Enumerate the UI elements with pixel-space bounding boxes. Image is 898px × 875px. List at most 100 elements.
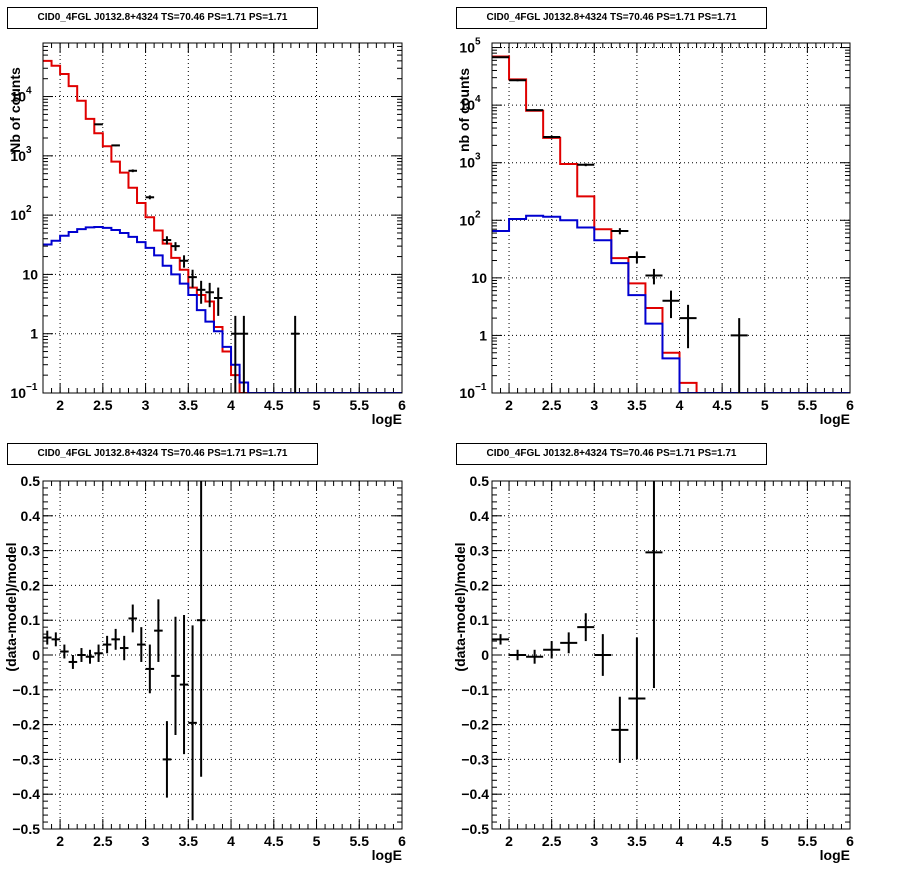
data-point — [231, 315, 240, 393]
data-point — [645, 481, 663, 689]
y-tick-label: −0.3 — [12, 751, 40, 767]
y-tick-label: 10 — [10, 148, 26, 164]
residual-chart-svg: 2 2.5 3 3.5 4 4.5 5 5.5 6 −0.5 −0.4 −0.3 −0.2 −0.1 0 0.… — [452, 473, 854, 863]
plot-frame — [491, 42, 851, 394]
data-point — [171, 616, 180, 736]
x-tick-label: 2 — [56, 397, 64, 413]
data-point — [128, 169, 138, 173]
data-point — [51, 632, 61, 647]
y-tick-label: −0.2 — [12, 717, 40, 733]
data-point — [492, 56, 510, 59]
data-point — [526, 649, 544, 664]
y-tick-label: 0.1 — [21, 612, 41, 628]
model-total-series — [43, 59, 249, 393]
data-point — [492, 634, 510, 645]
data-point — [628, 637, 646, 760]
y-tick-label: 0.3 — [21, 543, 41, 559]
data-point — [85, 649, 95, 664]
data-point — [509, 79, 527, 82]
y-axis-label: (data-model)/model — [452, 542, 468, 671]
x-axis-label: logE — [820, 411, 850, 427]
data-point — [162, 721, 172, 798]
y-tick-label: 10 — [471, 270, 487, 286]
y-tick-label: 10 — [10, 207, 26, 223]
x-tick-label: 4.5 — [712, 397, 732, 413]
y-tick-label: 1 — [30, 326, 38, 342]
residual-plot-bottom-right: 2 2.5 3 3.5 4 4.5 5 5.5 6 −0.5 −0.4 −0.3 −0.2 −0.1 0 0.… — [449, 437, 898, 874]
x-tick-label: 5.5 — [798, 833, 818, 849]
y-tick-label: 0.2 — [21, 577, 41, 593]
x-tick-label: 4 — [676, 833, 684, 849]
y-tick-label: 0.1 — [470, 612, 490, 628]
plot-frame — [42, 42, 403, 394]
y-tick-exponent: −1 — [26, 382, 38, 393]
data-point — [205, 282, 214, 308]
data-point — [171, 242, 180, 251]
x-tick-label: 4 — [227, 833, 235, 849]
data-point — [111, 144, 120, 147]
y-tick-label: −0.5 — [12, 821, 40, 837]
data-point — [188, 269, 197, 288]
y-tick-label: 0.3 — [470, 543, 490, 559]
plot-title: CID0_4FGL J0132.8+4324 TS=70.46 PS=1.71 … — [7, 443, 318, 465]
y-axis-label: (data-model)/model — [3, 542, 19, 671]
y-tick-label: 0.5 — [21, 473, 41, 489]
data-point — [162, 236, 172, 245]
x-tick-label: 2.5 — [93, 833, 113, 849]
y-tick-label: −0.4 — [461, 786, 489, 802]
data-point — [145, 644, 155, 694]
data-point — [94, 123, 103, 126]
y-tick-label: −0.1 — [12, 682, 40, 698]
x-tick-label: 5 — [313, 397, 321, 413]
x-tick-label: 5 — [761, 397, 769, 413]
residual-chart-svg: 2 2.5 3 3.5 4 4.5 5 5.5 6 −0.5 −0.4 −0.3 −0.2 −0.1 0 0.… — [3, 473, 406, 863]
data-point — [645, 268, 663, 285]
y-tick-exponent: 4 — [26, 86, 32, 97]
x-tick-label: 4 — [227, 397, 235, 413]
y-tick-label: 10 — [22, 266, 38, 282]
data-point — [196, 481, 206, 777]
data-point — [679, 304, 697, 349]
y-axis-label: nb of counts — [456, 68, 472, 152]
counts-plot-top-left: 2 2.5 3 3.5 4 4.5 5 5.5 6 10 −1 1 10 10 2 10 3 10 4 logE Nb … — [0, 0, 449, 437]
y-axis-label: Nb of counts — [7, 67, 23, 153]
x-tick-label: 5.5 — [350, 833, 370, 849]
x-tick-label: 3 — [590, 833, 598, 849]
x-tick-label: 3.5 — [627, 833, 647, 849]
y-tick-exponent: 2 — [475, 209, 481, 220]
data-point — [611, 696, 629, 763]
data-point — [68, 655, 78, 669]
y-tick-exponent: 3 — [26, 145, 32, 156]
counts-plot-top-right: 2 2.5 3 3.5 4 4.5 5 5.5 6 10 −1 1 10 10 2 10 3 10 4 10 5 logE… — [449, 0, 898, 437]
x-tick-label: 2 — [56, 833, 64, 849]
data-point — [577, 613, 595, 642]
plot-title: CID0_4FGL J0132.8+4324 TS=70.46 PS=1.71 … — [456, 7, 767, 29]
x-tick-label: 5 — [313, 833, 321, 849]
y-tick-label: 0.4 — [21, 508, 41, 524]
y-tick-exponent: −1 — [475, 382, 487, 393]
x-tick-label: 2.5 — [542, 397, 562, 413]
y-tick-exponent: 4 — [475, 94, 481, 105]
data-point — [526, 109, 544, 112]
y-tick-label: −0.3 — [461, 751, 489, 767]
x-tick-label: 3 — [142, 397, 150, 413]
x-tick-label: 4.5 — [264, 833, 284, 849]
y-tick-label: 0 — [481, 647, 489, 663]
y-tick-label: 1 — [479, 327, 487, 343]
data-point — [594, 634, 612, 676]
data-point — [102, 635, 112, 654]
x-tick-label: 5 — [761, 833, 769, 849]
y-tick-label: 0.2 — [470, 577, 490, 593]
data-point — [543, 135, 561, 139]
x-tick-label: 4.5 — [712, 833, 732, 849]
y-tick-label: −0.2 — [461, 717, 489, 733]
y-tick-label: −0.1 — [461, 682, 489, 698]
model-source-series — [43, 226, 402, 393]
x-tick-label: 2 — [505, 833, 513, 849]
model-source-series — [492, 214, 850, 393]
data-point — [128, 604, 138, 633]
residual-plot-bottom-left: 2 2.5 3 3.5 4 4.5 5 5.5 6 −0.5 −0.4 −0.3 −0.2 −0.1 0 0.… — [0, 437, 449, 874]
x-tick-label: 3 — [590, 397, 598, 413]
